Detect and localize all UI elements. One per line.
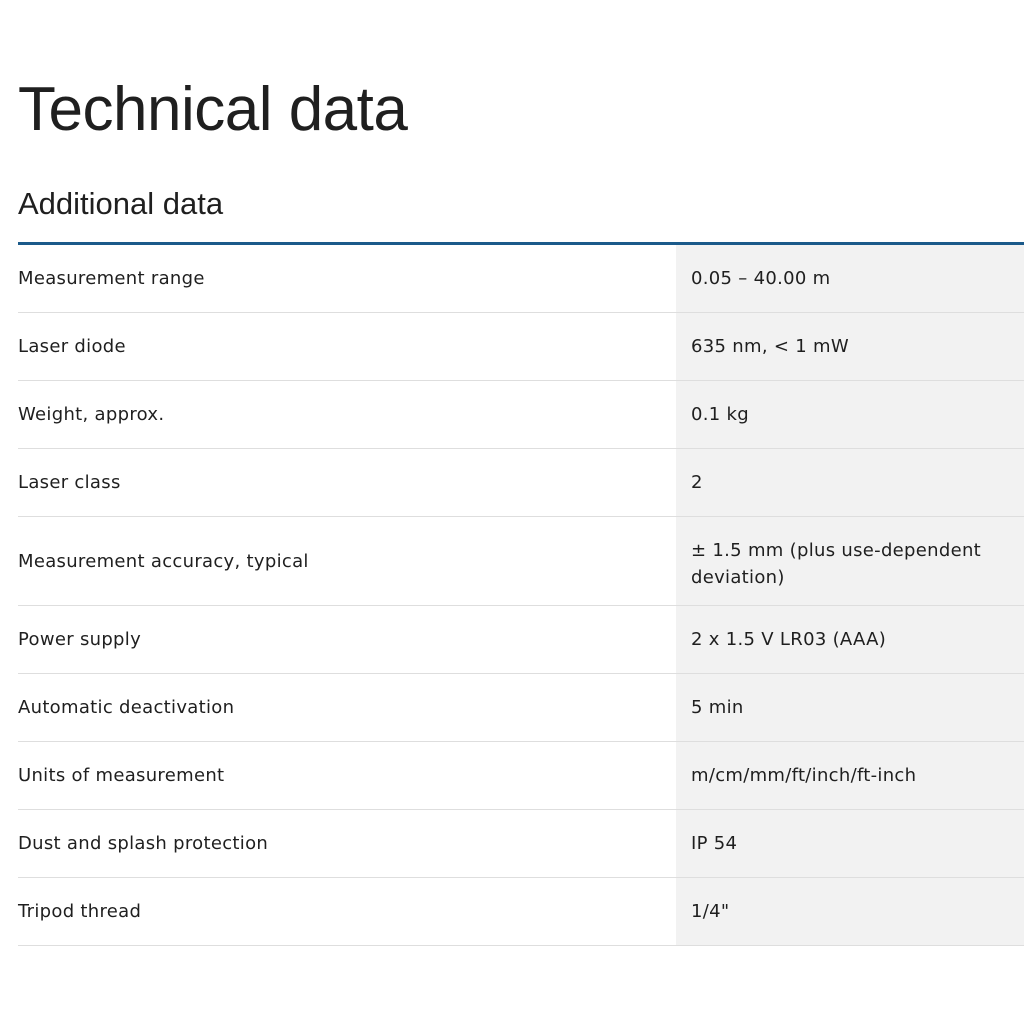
row-label: Power supply (18, 629, 142, 650)
row-label: Automatic deactivation (18, 697, 235, 718)
row-value: m/cm/mm/ft/inch/ft-inch (676, 742, 1024, 809)
row-label: Tripod thread (18, 901, 142, 922)
technical-data-table: Measurement range 0.05 – 40.00 m Laser di… (18, 242, 1024, 946)
row-value: 635 nm, < 1 mW (676, 313, 1024, 380)
section-title: Additional data (18, 186, 224, 221)
row-value: ± 1.5 mm (plus use-dependent deviation) (676, 517, 1024, 605)
row-label: Weight, approx. (18, 404, 165, 425)
row-label: Dust and splash protection (18, 833, 269, 854)
table-row: Weight, approx. 0.1 kg (18, 381, 1024, 449)
page-title: Technical data (18, 75, 408, 144)
row-label: Laser diode (18, 336, 126, 357)
row-value: 2 (676, 449, 1024, 516)
table-row: Automatic deactivation 5 min (18, 674, 1024, 742)
row-value: 1/4" (676, 878, 1024, 945)
row-label: Measurement accuracy, typical (18, 550, 309, 572)
table-row: Laser class 2 (18, 449, 1024, 517)
table-row: Measurement range 0.05 – 40.00 m (18, 245, 1024, 313)
row-label: Laser class (18, 472, 121, 493)
table-row: Measurement accuracy, typical ± 1.5 mm (p… (18, 517, 1024, 606)
row-value: 5 min (676, 674, 1024, 741)
table-row: Dust and splash protection IP 54 (18, 810, 1024, 878)
row-value: 0.05 – 40.00 m (676, 245, 1024, 312)
table-row: Power supply 2 x 1.5 V LR03 (AAA) (18, 606, 1024, 674)
row-value: 0.1 kg (676, 381, 1024, 448)
table-row: Tripod thread 1/4" (18, 878, 1024, 946)
table-row: Laser diode 635 nm, < 1 mW (18, 313, 1024, 381)
row-label: Units of measurement (18, 765, 225, 786)
row-label: Measurement range (18, 268, 205, 289)
row-value: 2 x 1.5 V LR03 (AAA) (676, 606, 1024, 673)
row-value: IP 54 (676, 810, 1024, 877)
table-row: Units of measurement m/cm/mm/ft/inch/ft-i… (18, 742, 1024, 810)
